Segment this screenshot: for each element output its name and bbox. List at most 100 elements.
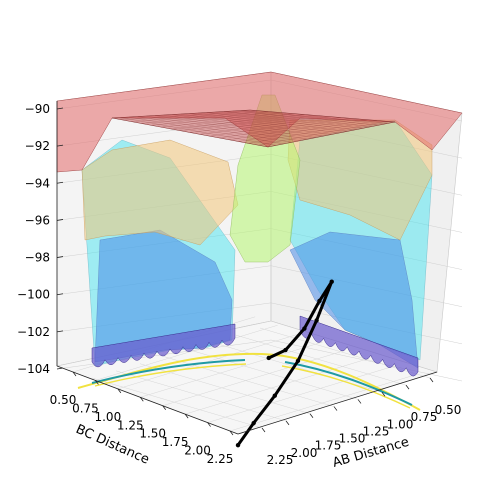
grid-line-bc	[185, 358, 368, 415]
bc-tick-mark	[184, 413, 189, 419]
bc-tick-label: 2.25	[207, 452, 234, 466]
contour-teal-left	[91, 359, 246, 384]
surface-left-wing-warm	[81, 139, 239, 246]
bc-tick-label: 0.75	[72, 401, 99, 415]
mesh-line	[180, 113, 332, 135]
bc-tick-mark	[139, 397, 144, 402]
mesh-line	[209, 117, 341, 137]
mesh-line	[219, 118, 350, 139]
z-tick-mark	[56, 144, 64, 147]
grid-line-bc	[117, 333, 301, 390]
ab-tick-label: 1.50	[339, 432, 366, 446]
ab-axis-ticks: 0.500.751.001.251.501.752.002.25	[261, 377, 462, 467]
z-tick-label: −90	[25, 102, 50, 116]
ab-tick-mark	[261, 427, 266, 433]
mesh-line	[215, 111, 364, 129]
bc-tick-mark	[95, 380, 99, 385]
grid-line-ab	[187, 349, 359, 400]
mesh-line	[238, 119, 368, 142]
trajectory-line	[236, 280, 334, 446]
contour-yellow	[77, 352, 421, 411]
z-tick-mark	[56, 330, 64, 333]
ab-tick-label: 1.75	[315, 439, 342, 453]
ab-tick-mark	[285, 420, 290, 426]
trajectory-point	[295, 358, 301, 364]
ab-tick-mark	[429, 377, 434, 383]
mesh-line	[224, 111, 372, 127]
mesh-line	[248, 120, 377, 144]
trajectory-point	[235, 442, 241, 448]
contour-yellow-left-inner	[94, 363, 247, 387]
z-tick-mark	[56, 293, 64, 296]
mesh-line	[228, 118, 359, 140]
trajectory-point	[329, 279, 334, 284]
z-tick-label: −102	[17, 325, 50, 339]
ab-tick-mark	[309, 413, 314, 418]
surface-ripple-left	[91, 323, 236, 368]
trajectory-point	[251, 420, 256, 426]
mesh-line	[189, 113, 340, 134]
bc-tick-mark	[207, 422, 211, 427]
bc-tick-label: 1.00	[94, 410, 121, 424]
ab-tick-mark	[405, 384, 410, 390]
bc-tick-label: 2.00	[184, 444, 211, 458]
ab-tick-label: 0.50	[435, 403, 462, 417]
z-tick-label: −100	[17, 288, 50, 302]
surface-ripple-right	[299, 315, 419, 377]
ab-tick-mark	[357, 399, 362, 404]
floor-contours	[77, 352, 421, 411]
trajectory	[235, 279, 334, 448]
ab-tick-mark	[333, 406, 338, 411]
trajectory-point	[283, 347, 288, 353]
mesh-line	[199, 116, 332, 135]
bc-tick-mark	[162, 405, 167, 410]
mesh-line	[198, 112, 348, 132]
z-tick-label: −94	[25, 176, 50, 190]
mesh-line	[258, 121, 386, 146]
grid-line-ab	[211, 342, 383, 393]
bc-tick-mark	[229, 430, 234, 436]
grid-line-bc	[229, 375, 413, 432]
z-tick-mark	[56, 219, 64, 221]
z-tick-mark	[56, 367, 64, 370]
grid-line-ab	[91, 377, 263, 429]
grid-line-ab	[235, 334, 407, 386]
bc-tick-mark	[72, 371, 77, 377]
mesh-line	[206, 112, 356, 130]
trajectory-point	[272, 393, 278, 398]
trajectory-point	[314, 318, 319, 323]
z-tick-label: −104	[17, 362, 50, 376]
z-tick-label: −96	[25, 213, 50, 227]
ab-tick-label: 1.25	[363, 424, 390, 438]
grid-line-bc	[140, 341, 323, 398]
z-tick-label: −98	[25, 251, 50, 265]
bc-tick-label: 1.50	[139, 427, 166, 441]
z-axis-ticks: −104 −102 −100 −98 −96 −94 −92 −90	[17, 102, 64, 376]
ab-axis-line	[237, 371, 438, 435]
ab-tick-label: 1.00	[387, 417, 414, 431]
surface-mesh	[120, 110, 388, 146]
surface-top-plateau	[56, 71, 463, 173]
contour-yellow-right-inner	[281, 365, 411, 409]
bc-tick-label: 1.75	[162, 435, 189, 449]
ab-tick-label: 0.75	[411, 410, 438, 424]
contour-teal-right	[284, 361, 413, 406]
trajectory-point	[266, 355, 271, 361]
ab-tick-label: 2.25	[267, 453, 294, 467]
ab-tick-label: 2.00	[291, 446, 318, 460]
bc-axis-ticks: 0.500.751.001.251.501.752.002.25	[50, 371, 234, 466]
grid-line-bc	[95, 324, 278, 381]
z-tick-label: −92	[25, 139, 50, 153]
mesh-line	[232, 110, 380, 126]
mesh-line	[241, 110, 388, 124]
bc-tick-mark	[117, 388, 122, 394]
grid-line-bc	[162, 350, 345, 406]
trajectory-point	[317, 298, 322, 304]
z-tick-mark	[56, 256, 64, 258]
energy-surface	[56, 71, 463, 377]
trajectory-point	[302, 326, 307, 331]
ab-tick-mark	[381, 392, 386, 397]
bc-tick-label: 1.25	[117, 418, 144, 432]
bc-tick-label: 0.50	[50, 393, 77, 407]
